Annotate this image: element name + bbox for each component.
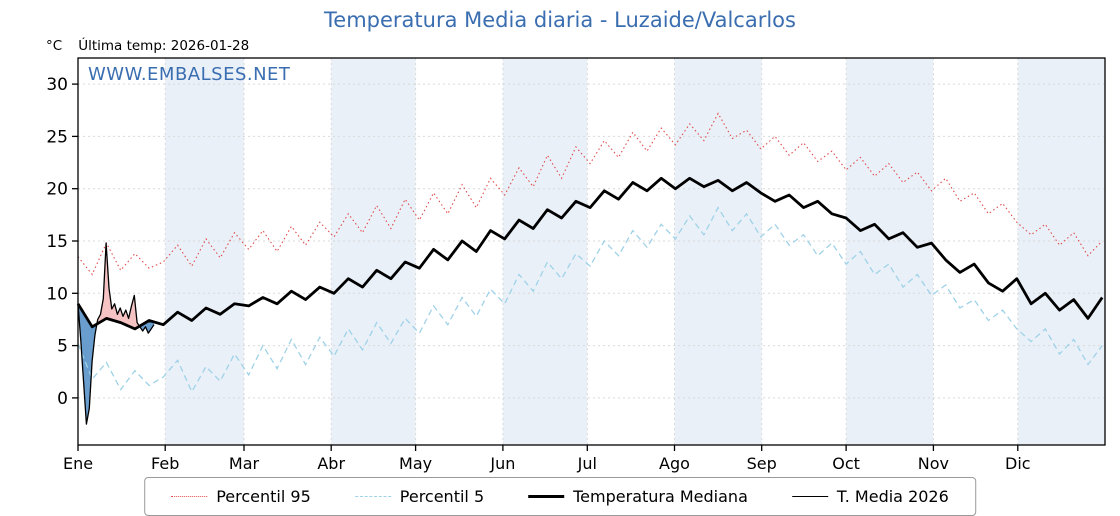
legend-item-percentil5: Percentil 5 — [354, 487, 485, 506]
svg-text:15: 15 — [46, 232, 68, 252]
legend-item-percentil95: Percentil 95 — [171, 487, 311, 506]
svg-text:Feb: Feb — [151, 454, 179, 473]
svg-text:Ago: Ago — [659, 454, 690, 473]
svg-text:25: 25 — [46, 127, 68, 147]
svg-text:20: 20 — [46, 180, 68, 200]
legend-label: Percentil 95 — [216, 487, 311, 506]
legend-label: Percentil 5 — [399, 487, 485, 506]
svg-text:Jul: Jul — [577, 454, 597, 473]
mediana-line-icon — [528, 495, 565, 498]
chart-legend: Percentil 95 Percentil 5 Temperatura Med… — [144, 477, 976, 516]
svg-text:Oct: Oct — [832, 454, 860, 473]
svg-text:Abr: Abr — [317, 454, 345, 473]
watermark: WWW.EMBALSES.NET — [88, 64, 291, 85]
svg-text:Nov: Nov — [918, 454, 949, 473]
percentil5-line-icon — [354, 496, 391, 497]
temperature-chart: 0 5 10 15 20 25 30 Ene Feb Mar Abr May Jun Jul Ago Sep O… — [46, 57, 1106, 473]
svg-text:Jun: Jun — [489, 454, 515, 473]
legend-label: Temperatura Mediana — [573, 487, 748, 506]
svg-text:10: 10 — [46, 284, 68, 304]
legend-item-tmedia2026: T. Media 2026 — [791, 487, 949, 506]
svg-text:Dic: Dic — [1005, 454, 1031, 473]
svg-text:Ene: Ene — [63, 454, 93, 473]
unit-label: °C — [46, 38, 63, 54]
top-info-bar: °C Última temp: 2026-01-28 — [46, 38, 249, 54]
svg-text:0: 0 — [57, 389, 68, 409]
last-temp-label: Última temp: 2026-01-28 — [78, 38, 250, 54]
legend-item-mediana: Temperatura Mediana — [528, 487, 748, 506]
percentil95-line-icon — [171, 496, 208, 497]
tmedia2026-line-icon — [791, 496, 828, 497]
svg-text:Sep: Sep — [747, 454, 777, 473]
svg-text:Mar: Mar — [229, 454, 260, 473]
legend-label: T. Media 2026 — [836, 487, 949, 506]
svg-text:5: 5 — [57, 337, 68, 357]
svg-text:30: 30 — [46, 75, 68, 95]
svg-text:May: May — [399, 454, 432, 473]
chart-title: Temperatura Media diaria - Luzaide/Valca… — [324, 8, 796, 32]
